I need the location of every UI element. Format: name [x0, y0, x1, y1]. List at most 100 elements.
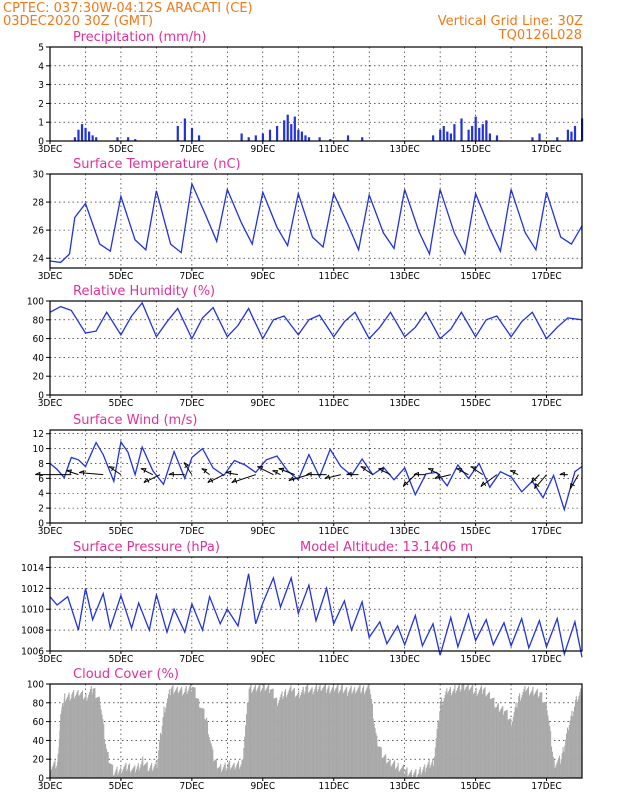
cloud-bar	[299, 698, 301, 778]
cloud-bar	[180, 688, 182, 778]
cloud-bar	[522, 691, 524, 778]
cloud-bar	[184, 688, 186, 778]
cloud-bar	[331, 689, 333, 778]
cloud-bar	[192, 687, 194, 778]
cloud-bar	[136, 766, 138, 778]
precip-bar	[471, 125, 474, 141]
cloud-bar	[563, 751, 565, 778]
temp-panel: Surface Temperature (nC) 24 26 28 30 3DEC 5DEC…	[33, 157, 583, 282]
cloud-bar	[205, 719, 207, 778]
cloud-bar	[73, 698, 76, 778]
cloud-bar	[297, 693, 299, 778]
wind-vector-head	[306, 471, 312, 477]
temp-ytick-label: 28	[33, 198, 45, 209]
cloud-bar	[99, 704, 101, 778]
rh-ytick-label: 100	[27, 297, 44, 308]
cloud-bar	[235, 767, 237, 778]
cloud-bar	[511, 726, 513, 778]
cloud-bar	[510, 718, 512, 778]
cloud-bar	[370, 699, 373, 778]
precip-bar	[275, 125, 279, 141]
wind-vector-head	[183, 462, 190, 469]
cloud-bar	[509, 718, 511, 778]
wind-ytick-label: 10	[33, 444, 45, 455]
cloud-bar	[284, 689, 287, 778]
cloud-bar	[237, 762, 239, 778]
cloud-bar	[238, 768, 240, 778]
cloud-bar	[456, 688, 459, 778]
cloud-bar	[381, 757, 383, 778]
wind-vector-head	[66, 469, 73, 475]
cloud-bar	[325, 692, 327, 778]
cloud-bar	[466, 685, 468, 778]
cloud-bar	[339, 691, 341, 778]
cloud-bar	[566, 727, 569, 778]
wind-vector-head	[207, 477, 214, 483]
cloud-bar	[94, 687, 96, 778]
cloud-bar	[229, 769, 232, 778]
cloud-bar	[425, 772, 427, 778]
cloud-bar	[175, 690, 177, 778]
precip-bar	[485, 120, 488, 141]
cloud-bar	[498, 711, 500, 778]
cloud-bar	[251, 693, 253, 778]
cloud-bar	[131, 769, 133, 778]
cloud-bar	[435, 738, 437, 778]
cloud-bar	[284, 691, 286, 778]
cloud-bar	[502, 705, 504, 778]
cloud-bar	[394, 760, 396, 778]
cloud-bar	[525, 691, 527, 778]
cloud-bar	[225, 770, 227, 778]
precip-bar	[318, 137, 321, 141]
pressure-frame	[49, 556, 583, 652]
cloud-bar	[102, 719, 104, 778]
cloud-bar	[380, 747, 382, 778]
cloud-bar	[318, 686, 320, 778]
cloud-bar	[111, 764, 113, 778]
cloud-bar	[223, 764, 225, 778]
cloud-bar	[429, 767, 431, 778]
cloud-bar	[283, 696, 285, 778]
rh-xtick-label: 5DEC	[109, 398, 134, 409]
precip-bar	[446, 131, 449, 141]
cloud-bar	[307, 684, 309, 778]
cloud-bar	[90, 686, 92, 778]
cloud-bar	[277, 702, 279, 778]
cloud-bar	[414, 771, 416, 778]
cloud-bar	[213, 761, 215, 778]
cloud-bar	[280, 694, 282, 778]
cloud-bar	[516, 707, 518, 778]
cloud-bar	[100, 709, 102, 778]
cloud-bar	[306, 685, 308, 778]
wind-vector	[225, 472, 239, 476]
cloud-bar	[341, 684, 343, 778]
rh-xtick-label: 3DEC	[38, 398, 63, 409]
wind-vector	[79, 472, 104, 476]
cloud-bar	[229, 760, 231, 778]
cloud-bar	[508, 719, 510, 778]
cloud-bar	[166, 703, 168, 778]
cloud-bar	[383, 756, 385, 778]
cloud-bar	[518, 696, 520, 778]
cloud-bar	[569, 720, 571, 778]
cloud-bar	[534, 693, 536, 778]
wind-vector	[434, 474, 451, 480]
cloud-bar	[467, 684, 469, 778]
cloud-bar	[189, 686, 191, 778]
cloud-bar	[256, 689, 258, 778]
cloud-bar	[208, 737, 210, 778]
cloud-bar	[564, 745, 566, 778]
cloud-bar	[364, 691, 366, 778]
wind-ytick-label: 12	[33, 429, 44, 440]
pressure-ytick-label: 1008	[21, 626, 44, 637]
cloud-bar	[215, 758, 217, 778]
cloud-bar	[461, 684, 463, 778]
precip-ytick-label: 0	[38, 137, 44, 148]
cloud-bar	[519, 700, 522, 778]
cloud-bar	[212, 749, 214, 778]
cloud-bar	[142, 756, 144, 778]
cloud-bar	[246, 702, 248, 778]
wind-vector-head	[480, 481, 487, 487]
precip-bar	[453, 124, 456, 141]
